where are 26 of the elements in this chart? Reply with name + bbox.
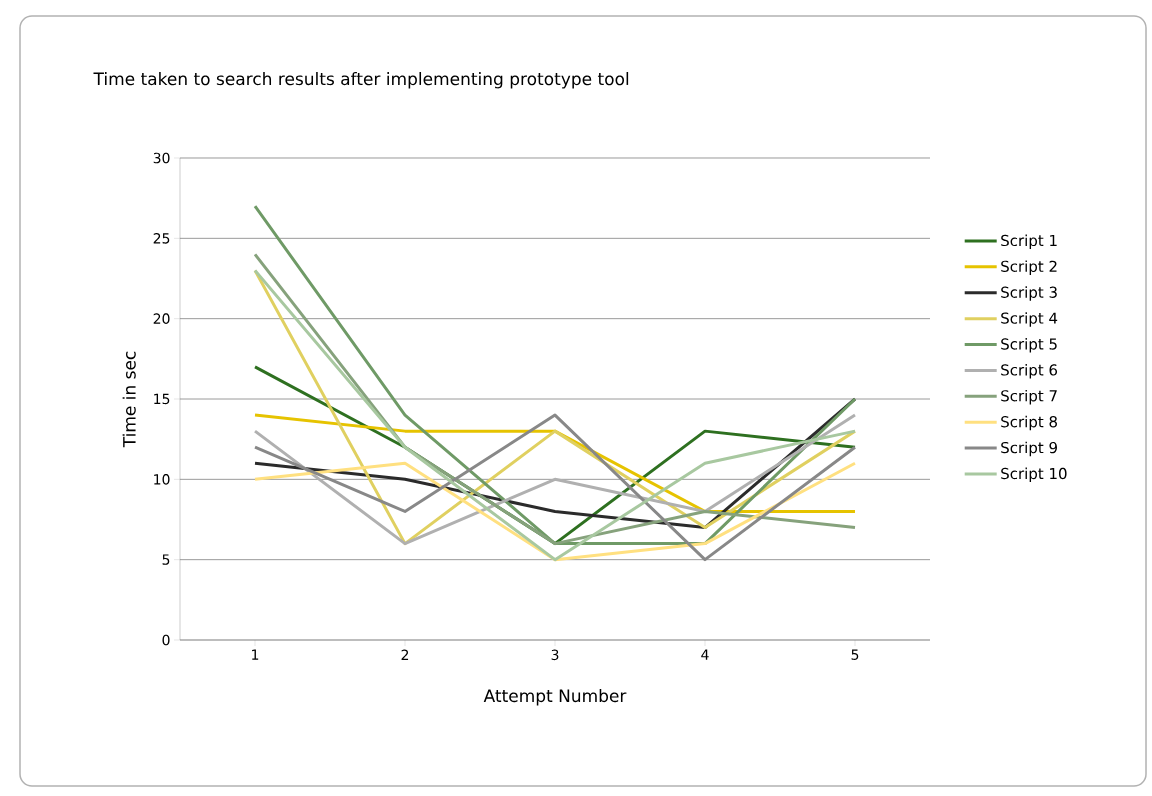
- legend-label: Script 7: [1001, 389, 1057, 405]
- y-axis-title: Time in sec: [122, 351, 136, 448]
- line-series: [253, 461, 857, 562]
- y-tick-label: 5: [162, 554, 170, 565]
- legend-label: Script 4: [1001, 312, 1058, 327]
- legend-label: Script 10: [1001, 467, 1067, 483]
- legend-label: Script 5: [1001, 338, 1057, 353]
- y-tick-label: 30: [153, 152, 170, 164]
- legend-label: Script 9: [1001, 441, 1057, 457]
- x-tick-label: 2: [401, 649, 409, 660]
- x-tick-label: 5: [851, 649, 859, 660]
- chart-title: Time taken to search results after implementing prototype tool: [93, 72, 629, 89]
- y-tick-label: 15: [154, 393, 170, 405]
- x-tick-label: 4: [701, 649, 709, 660]
- y-tick-label: 0: [162, 634, 170, 646]
- y-tick-label: 25: [153, 233, 170, 244]
- legend-label: Script 8: [1001, 415, 1057, 431]
- x-tick-label: 1: [252, 649, 259, 660]
- x-tick-label: 3: [551, 649, 559, 661]
- legend-label: Script 6: [1001, 363, 1058, 379]
- legend-label: Script 1: [1001, 234, 1057, 250]
- x-axis-title: Attempt Number: [483, 688, 627, 706]
- legend-label: Script 3: [1001, 286, 1057, 301]
- y-tick-label: 20: [153, 313, 170, 324]
- legend-label: Script 2: [1001, 260, 1057, 275]
- y-tick-label: 10: [154, 474, 170, 485]
